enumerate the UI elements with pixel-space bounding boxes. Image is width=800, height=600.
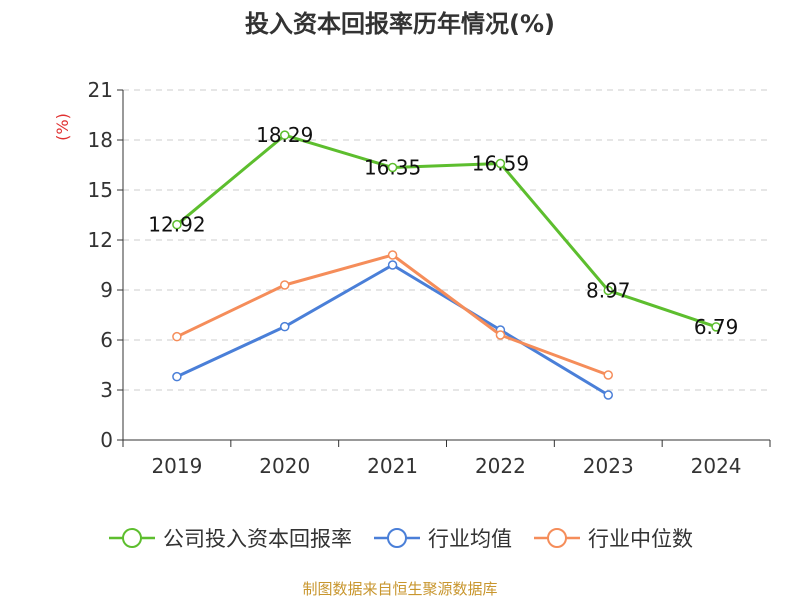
chart-legend: 公司投入资本回报率 行业均值 行业中位数 — [0, 518, 800, 558]
data-label: 12.92 — [148, 213, 205, 237]
x-tick-label: 2023 — [583, 454, 634, 478]
x-tick-label: 2022 — [475, 454, 526, 478]
legend-line-marker-icon — [374, 528, 420, 548]
legend-item-2[interactable]: 行业中位数 — [532, 523, 693, 553]
data-label: 6.79 — [694, 315, 739, 339]
data-point — [280, 321, 290, 332]
y-tick-label: 3 — [100, 378, 113, 402]
legend-label: 公司投入资本回报率 — [163, 527, 352, 551]
data-point — [172, 331, 182, 342]
chart-title: 投入资本回报率历年情况(%) — [245, 10, 555, 38]
legend-label: 行业中位数 — [588, 527, 693, 551]
y-axis-unit-label: (%) — [53, 113, 72, 141]
data-point — [603, 390, 613, 400]
data-point — [172, 371, 182, 382]
data-point — [711, 322, 721, 332]
data-label: 18.29 — [256, 123, 313, 147]
data-label: 16.35 — [364, 156, 421, 180]
data-point — [172, 219, 182, 230]
legend-line-marker-icon — [534, 528, 580, 548]
y-tick-label: 12 — [88, 228, 113, 252]
data-point — [387, 250, 398, 260]
x-tick-label: 2021 — [367, 454, 418, 478]
data-label: 16.59 — [472, 152, 529, 176]
legend-item-1[interactable]: 行业均值 — [372, 523, 512, 553]
legend-line-marker-icon — [109, 528, 155, 548]
data-point — [495, 330, 506, 340]
data-point — [387, 162, 398, 173]
data-point — [603, 285, 613, 296]
y-tick-label: 9 — [100, 278, 113, 302]
x-tick-label: 2024 — [691, 454, 742, 478]
y-tick-label: 6 — [100, 328, 113, 352]
data-point — [387, 260, 398, 270]
data-point — [495, 158, 506, 169]
data-point — [280, 280, 290, 290]
legend-label: 行业均值 — [428, 527, 512, 551]
y-tick-label: 15 — [88, 178, 113, 202]
legend-item-0[interactable]: 公司投入资本回报率 — [107, 523, 352, 553]
series-line-1 — [176, 263, 610, 397]
data-point — [280, 130, 290, 140]
data-source-note: 制图数据来自恒生聚源数据库 — [302, 580, 498, 598]
x-tick-label: 2019 — [151, 454, 202, 478]
y-tick-label: 21 — [88, 78, 113, 102]
data-label: 8.97 — [586, 279, 631, 303]
series-line-0 — [175, 133, 717, 329]
data-point — [603, 370, 613, 380]
x-tick-label: 2020 — [259, 454, 310, 478]
y-tick-label: 18 — [88, 128, 113, 152]
y-tick-label: 0 — [100, 428, 113, 452]
